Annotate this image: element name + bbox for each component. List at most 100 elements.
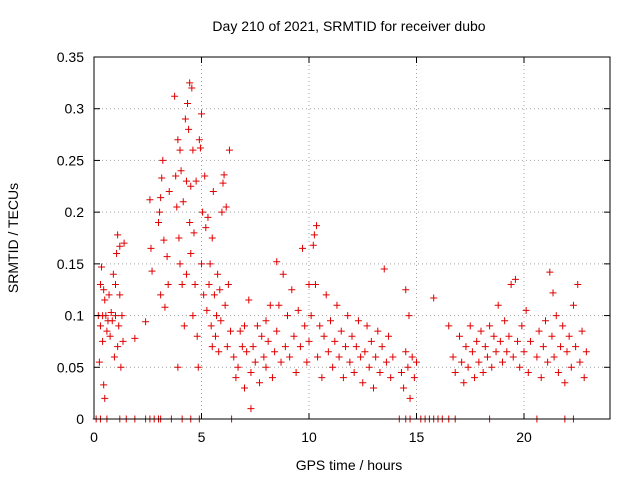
x-tick-label: 15 xyxy=(409,429,425,445)
data-point xyxy=(107,308,115,316)
data-point xyxy=(223,343,231,351)
data-point xyxy=(505,332,513,340)
data-point xyxy=(189,146,197,154)
data-point xyxy=(378,343,386,351)
data-point xyxy=(200,291,208,299)
y-tick-label: 0.1 xyxy=(65,308,85,324)
data-point xyxy=(181,115,189,123)
data-point xyxy=(337,327,345,335)
data-point xyxy=(224,281,232,289)
data-point xyxy=(460,379,468,387)
data-point xyxy=(157,194,165,202)
data-point xyxy=(535,327,543,335)
data-point xyxy=(372,353,380,361)
data-point xyxy=(177,167,185,175)
data-point xyxy=(514,337,522,345)
data-point xyxy=(363,322,371,330)
data-point xyxy=(148,267,156,275)
data-point xyxy=(216,286,224,294)
data-point xyxy=(354,317,362,325)
data-point xyxy=(318,374,326,382)
data-point xyxy=(546,268,554,276)
data-point xyxy=(279,270,287,278)
data-point xyxy=(206,260,214,268)
data-point xyxy=(509,353,517,361)
data-point xyxy=(161,303,169,311)
data-point xyxy=(481,343,489,351)
data-point xyxy=(213,312,221,320)
data-point xyxy=(247,405,255,413)
data-point xyxy=(160,236,168,244)
data-point xyxy=(466,322,474,330)
data-point xyxy=(101,394,109,402)
data-point xyxy=(208,343,216,351)
data-point xyxy=(262,363,270,371)
data-point xyxy=(313,222,321,230)
data-point xyxy=(449,353,457,361)
data-point xyxy=(100,286,108,294)
data-point xyxy=(115,322,123,330)
data-point xyxy=(352,343,360,351)
data-point xyxy=(176,146,184,154)
data-point xyxy=(243,348,251,356)
data-point xyxy=(217,317,225,325)
data-point xyxy=(483,353,491,361)
data-point xyxy=(158,174,166,182)
data-point xyxy=(187,250,195,258)
data-point xyxy=(339,374,347,382)
data-point xyxy=(468,348,476,356)
data-point xyxy=(112,281,119,289)
data-point xyxy=(251,358,259,366)
data-point xyxy=(499,358,506,366)
data-point xyxy=(165,187,173,195)
data-point xyxy=(477,327,485,335)
data-point xyxy=(524,368,532,376)
data-point xyxy=(164,281,172,289)
plot-frame xyxy=(93,56,611,420)
data-point xyxy=(249,343,257,351)
data-point xyxy=(288,286,296,294)
data-point xyxy=(118,312,126,320)
data-point xyxy=(131,334,139,342)
data-point xyxy=(100,381,108,389)
data-point xyxy=(156,208,164,216)
data-point xyxy=(119,337,127,345)
data-point xyxy=(565,332,573,340)
data-point xyxy=(516,363,524,371)
data-point xyxy=(275,301,283,309)
data-point xyxy=(380,265,388,273)
data-point xyxy=(316,322,324,330)
data-point xyxy=(120,239,128,247)
data-point xyxy=(582,348,590,356)
data-point xyxy=(327,317,334,325)
data-point xyxy=(182,270,190,278)
data-point xyxy=(163,253,171,261)
grid-lines xyxy=(94,57,610,419)
data-point xyxy=(262,317,270,325)
data-point xyxy=(296,343,304,351)
data-point xyxy=(117,363,125,371)
data-point xyxy=(310,231,318,239)
data-point xyxy=(507,281,515,289)
data-point xyxy=(311,281,319,289)
data-point xyxy=(376,368,384,376)
data-point xyxy=(241,322,248,330)
data-point xyxy=(241,384,248,392)
data-point xyxy=(214,270,222,278)
data-point xyxy=(397,368,405,376)
data-point xyxy=(322,291,330,299)
data-point xyxy=(211,332,219,340)
data-point xyxy=(196,144,204,152)
data-point xyxy=(402,286,410,294)
data-point xyxy=(188,84,196,92)
data-point xyxy=(108,317,116,325)
data-point xyxy=(526,337,534,345)
y-tick-label: 0.35 xyxy=(57,49,84,65)
data-point xyxy=(182,177,190,185)
data-point xyxy=(294,306,302,314)
data-point xyxy=(567,363,575,371)
data-point xyxy=(114,231,122,239)
data-point xyxy=(203,306,211,314)
data-point xyxy=(264,337,272,345)
data-point xyxy=(273,327,281,335)
